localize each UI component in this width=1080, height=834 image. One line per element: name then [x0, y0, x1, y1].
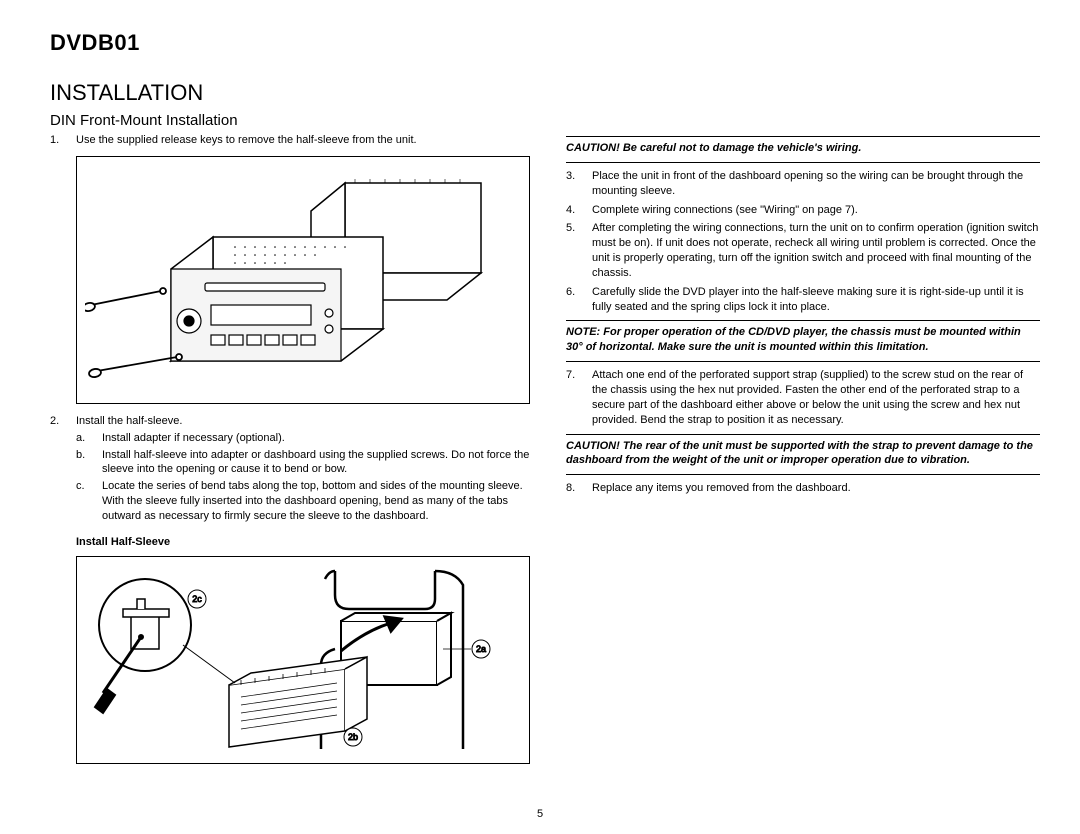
list-text: Complete wiring connections (see "Wiring… [592, 203, 1040, 218]
list-number: 1. [50, 133, 76, 148]
list-text: Place the unit in front of the dashboard… [592, 169, 1040, 199]
figure-install-sleeve: 2c 2a 2b [76, 556, 530, 764]
section-title: INSTALLATION [50, 80, 1040, 106]
content-columns: DIN Front-Mount Installation 1. Use the … [50, 112, 1040, 774]
divider [566, 474, 1040, 475]
list-number: 6. [566, 285, 592, 315]
callout-2a: 2a [476, 644, 486, 654]
list-text: Use the supplied release keys to remove … [76, 133, 530, 148]
list-item: 7.Attach one end of the perforated suppo… [566, 368, 1040, 427]
list-text: After completing the wiring connections,… [592, 221, 1040, 280]
list-item: 6.Carefully slide the DVD player into th… [566, 285, 1040, 315]
list-number: a. [76, 431, 102, 446]
list-number: 4. [566, 203, 592, 218]
figure-release-keys [76, 156, 530, 404]
step2-text: Install the half-sleeve. [76, 415, 182, 427]
model-id: DVDB01 [50, 30, 1040, 56]
list-text: Install half-sleeve into adapter or dash… [102, 448, 530, 478]
diagram-unit-removal [85, 165, 515, 395]
right-column: CAUTION! Be careful not to damage the ve… [566, 112, 1040, 774]
left-list-2: 2. Install the half-sleeve. a.Install ad… [50, 414, 530, 526]
diagram-install-sleeve: 2c 2a 2b [85, 565, 515, 755]
list-item: 5.After completing the wiring connection… [566, 221, 1040, 280]
list-number: 8. [566, 481, 592, 496]
list-text: Install adapter if necessary (optional). [102, 431, 530, 446]
figure2-label: Install Half-Sleeve [76, 536, 530, 548]
list-item: b.Install half-sleeve into adapter or da… [76, 448, 530, 478]
note-text: NOTE: For proper operation of the CD/DVD… [566, 325, 1040, 355]
divider [566, 361, 1040, 362]
list-number: 2. [50, 414, 76, 526]
sub-list: a.Install adapter if necessary (optional… [76, 431, 530, 524]
list-item: 1. Use the supplied release keys to remo… [50, 133, 530, 148]
list-item: 3.Place the unit in front of the dashboa… [566, 169, 1040, 199]
list-number: 5. [566, 221, 592, 280]
list-text: Locate the series of bend tabs along the… [102, 479, 530, 524]
divider [566, 136, 1040, 137]
list-item: 4.Complete wiring connections (see "Wiri… [566, 203, 1040, 218]
list-item: 8.Replace any items you removed from the… [566, 481, 1040, 496]
right-list-1: 3.Place the unit in front of the dashboa… [566, 169, 1040, 315]
list-number: 3. [566, 169, 592, 199]
list-item: c.Locate the series of bend tabs along t… [76, 479, 530, 524]
callout-2b: 2b [348, 732, 358, 742]
list-text: Replace any items you removed from the d… [592, 481, 1040, 496]
right-list-2: 7.Attach one end of the perforated suppo… [566, 368, 1040, 427]
callout-2c: 2c [192, 594, 202, 604]
page-number: 5 [537, 808, 543, 820]
subsection-title: DIN Front-Mount Installation [50, 112, 530, 129]
divider [566, 320, 1040, 321]
caution-text: CAUTION! The rear of the unit must be su… [566, 439, 1040, 469]
divider [566, 162, 1040, 163]
list-text: Install the half-sleeve. a.Install adapt… [76, 414, 530, 526]
divider [566, 434, 1040, 435]
left-column: DIN Front-Mount Installation 1. Use the … [50, 112, 530, 774]
list-item: 2. Install the half-sleeve. a.Install ad… [50, 414, 530, 526]
caution-text: CAUTION! Be careful not to damage the ve… [566, 141, 1040, 156]
list-number: c. [76, 479, 102, 524]
right-list-3: 8.Replace any items you removed from the… [566, 481, 1040, 496]
list-item: a.Install adapter if necessary (optional… [76, 431, 530, 446]
list-text: Carefully slide the DVD player into the … [592, 285, 1040, 315]
list-number: b. [76, 448, 102, 478]
left-list: 1. Use the supplied release keys to remo… [50, 133, 530, 148]
list-number: 7. [566, 368, 592, 427]
list-text: Attach one end of the perforated support… [592, 368, 1040, 427]
